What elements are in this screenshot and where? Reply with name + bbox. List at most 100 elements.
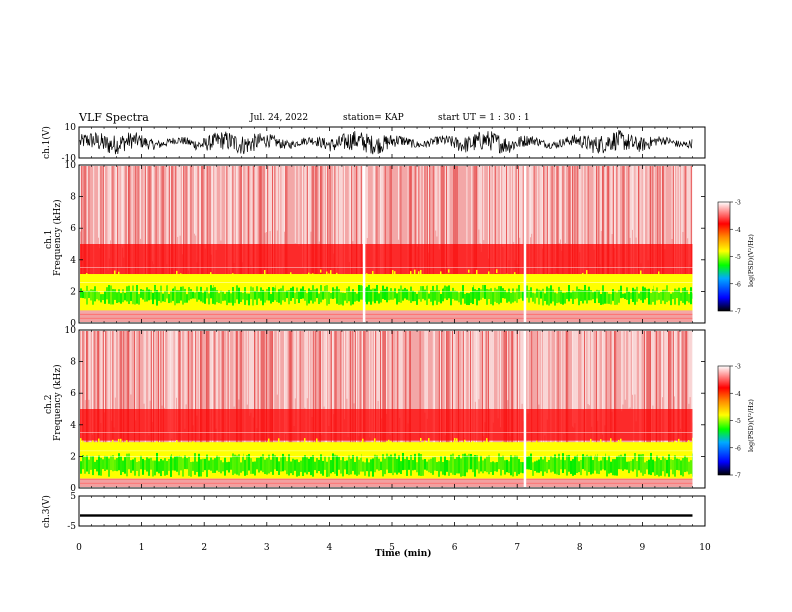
y-tick-label: 2 — [70, 287, 76, 297]
spectrogram-yellow-spike — [100, 443, 102, 451]
spectrogram-green-cell — [570, 460, 572, 474]
spectrogram-green-cell — [116, 292, 118, 303]
spectrogram-white-streak — [294, 331, 296, 399]
spectrogram-green-cell — [502, 455, 504, 470]
spectrogram-white-streak — [198, 166, 200, 283]
spectrogram-white-streak — [131, 166, 133, 289]
spectrogram-white-streak — [528, 166, 530, 289]
spectrogram-green-cell — [242, 453, 244, 472]
spectrogram-red-streak — [240, 166, 242, 285]
spectrogram-green-cell — [402, 452, 404, 471]
spectrogram-white-streak — [453, 331, 455, 441]
spectrogram-white-streak — [548, 166, 549, 276]
spectrogram-green-cell — [354, 291, 356, 302]
spectrogram-yellow-spike — [482, 274, 484, 282]
spectrogram-white-streak — [444, 331, 446, 436]
spectrogram-red-streak — [144, 166, 146, 285]
spectrogram-green-cell — [688, 461, 690, 475]
spectrogram-green-cell — [80, 461, 82, 474]
spectrogram-red-streak — [207, 166, 209, 285]
spectrogram-white-streak — [520, 331, 522, 439]
spectrogram-green-cell — [80, 288, 82, 298]
spectrogram-white-streak — [555, 166, 557, 266]
spectrogram-red-streak — [201, 166, 203, 285]
spectrogram-red-streak — [172, 166, 174, 285]
spectrogram-yellow-spike — [306, 443, 308, 447]
spectrogram-green-cell — [240, 462, 242, 473]
spectrogram-yellow-spike — [168, 443, 170, 451]
spectrogram-green-cell — [290, 287, 292, 301]
spectrogram-green-cell — [688, 293, 690, 303]
spectrogram-gap — [523, 165, 527, 323]
spectrogram-white-streak — [473, 331, 475, 467]
spectrogram-no-data — [692, 330, 705, 488]
spectrogram-red-streak — [363, 331, 365, 450]
spectrogram-yellow-spike — [634, 447, 636, 452]
spectrogram-white-streak — [642, 166, 644, 299]
spectrogram-green-cell — [464, 293, 466, 304]
spectrogram-white-streak — [645, 331, 647, 443]
spectrogram-white-streak — [110, 166, 111, 241]
spectrogram-green-cell — [654, 290, 656, 305]
spectrogram-yellow-spike — [226, 283, 228, 289]
spectrogram-green-cell — [436, 285, 438, 305]
spectrogram-green-cell — [642, 286, 644, 303]
spectrogram-yellow-spike — [146, 446, 148, 452]
spectrogram-green-cell — [426, 461, 428, 471]
spectrogram-green-cell — [446, 286, 448, 301]
spectrogram-white-streak — [419, 166, 421, 308]
spectrogram-yellow-spike — [470, 283, 472, 290]
spectrogram-white-streak — [586, 166, 588, 266]
spectrogram-green-cell — [650, 293, 652, 305]
spectrogram-white-streak — [369, 331, 371, 438]
spectrogram-white-streak — [504, 166, 506, 274]
spectrogram-green-cell — [104, 291, 106, 304]
spectrogram-yellow-spike — [490, 275, 492, 282]
spectrogram-white-streak — [310, 166, 312, 232]
spectrogram-green-cell — [650, 452, 652, 476]
spectrogram-white-streak — [604, 166, 606, 285]
spectrogram-red-streak — [312, 166, 314, 285]
spectrogram-yellow-spike — [122, 451, 124, 458]
spectrogram-green-cell — [498, 286, 500, 305]
spectrogram-green-cell — [348, 455, 350, 476]
spectrogram-green-cell — [540, 290, 542, 299]
spectrogram-green-cell — [578, 289, 580, 306]
spectrogram-green-cell — [292, 286, 294, 299]
spectrogram-red-streak — [160, 331, 162, 450]
spectrogram-yellow-spike — [506, 448, 508, 455]
spectrogram-red-streak — [126, 331, 128, 450]
y-tick-label: 4 — [70, 256, 76, 266]
spectrogram-yellow-spike — [530, 277, 532, 284]
spectrogram-green-cell — [434, 457, 436, 471]
spectrogram-green-cell — [452, 453, 454, 475]
spectrogram-red-streak — [426, 166, 428, 285]
spectrogram-red-streak — [596, 166, 597, 285]
spectrogram-white-streak — [273, 331, 275, 442]
spectrogram-red-streak — [574, 166, 576, 285]
spectrogram-green-cell — [366, 458, 368, 472]
spectrogram-green-cell — [370, 459, 372, 472]
spectrogram-green-cell — [432, 285, 434, 306]
spectrogram-green-cell — [310, 290, 312, 301]
spectrogram-green-cell — [200, 286, 202, 302]
spectrogram-white-streak — [389, 331, 391, 436]
spectrogram-yellow-spike — [464, 439, 466, 443]
spectrogram-green-cell — [198, 291, 200, 300]
spectrogram-white-streak — [246, 331, 248, 405]
spectrogram-red-streak — [155, 166, 157, 285]
spectrogram-red-streak — [171, 166, 173, 285]
spectrogram-red-streak — [456, 166, 458, 285]
spectrogram-green-cell — [580, 289, 582, 301]
spectrogram-red-streak — [587, 166, 589, 285]
spectrogram-red-streak — [569, 166, 571, 285]
spectrogram-green-cell — [560, 290, 562, 304]
spectrogram-white-streak — [80, 166, 81, 232]
spectrogram-white-streak — [576, 331, 578, 464]
spectrogram-yellow-spike — [414, 269, 416, 277]
spectrogram-white-streak — [269, 166, 271, 232]
spectrogram-yellow-spike — [492, 442, 494, 449]
spectrogram-yellow-spike — [634, 280, 636, 289]
spectrogram-green-cell — [610, 293, 612, 305]
spectrogram-yellow-spike — [684, 274, 686, 279]
